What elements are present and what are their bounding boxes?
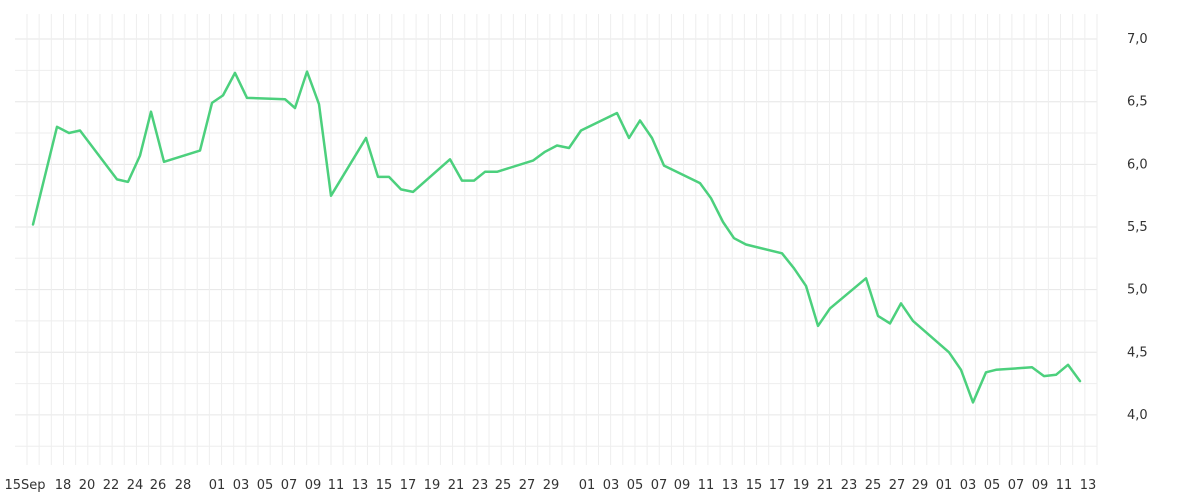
x-tick-label: 23 [472, 478, 489, 493]
x-tick-label: 24 [127, 478, 144, 493]
x-tick-label: 15Sep [4, 478, 45, 493]
x-tick-label: 17 [400, 478, 417, 493]
x-tick-label: 17 [769, 478, 786, 493]
x-tick-label: 29 [912, 478, 929, 493]
x-tick-label: 03 [960, 478, 977, 493]
x-tick-label: 23 [841, 478, 858, 493]
x-tick-label: 01 [936, 478, 953, 493]
x-axis-ticks: 15Sep 18 20 22 24 26 28 01 03 05 07 09 11 13 15 17 19 21 2… [4, 478, 1096, 493]
x-tick-label: 29 [543, 478, 560, 493]
x-tick-label: 27 [519, 478, 536, 493]
x-tick-label: 07 [1008, 478, 1025, 493]
x-tick-label: 09 [674, 478, 691, 493]
x-tick-label: 07 [651, 478, 668, 493]
x-tick-label: 11 [1056, 478, 1073, 493]
x-tick-label: 03 [233, 478, 250, 493]
y-axis-ticks: 7,0 6,5 6,0 5,5 5,0 4,5 4,0 [1127, 32, 1148, 423]
x-tick-label: 15 [376, 478, 393, 493]
series-line [31, 70, 1082, 404]
x-tick-label: 01 [209, 478, 226, 493]
x-tick-label: 13 [1080, 478, 1097, 493]
x-tick-label: 19 [424, 478, 441, 493]
x-tick-label: 07 [281, 478, 298, 493]
y-tick-label: 5,5 [1127, 220, 1148, 235]
y-tick-label: 6,0 [1127, 157, 1148, 172]
y-tick-label: 5,0 [1127, 283, 1148, 298]
series-layer [31, 70, 1082, 404]
x-tick-label: 25 [495, 478, 512, 493]
x-tick-label: 05 [257, 478, 274, 493]
x-tick-label: 18 [55, 478, 72, 493]
x-tick-label: 03 [603, 478, 620, 493]
x-tick-label: 05 [627, 478, 644, 493]
x-tick-label: 11 [698, 478, 715, 493]
x-tick-label: 26 [150, 478, 167, 493]
x-tick-label: 28 [175, 478, 192, 493]
x-tick-label: 20 [79, 478, 96, 493]
x-tick-label: 09 [305, 478, 322, 493]
y-tick-label: 4,0 [1127, 408, 1148, 423]
x-tick-label: 09 [1032, 478, 1049, 493]
x-tick-label: 15 [746, 478, 763, 493]
x-tick-label: 13 [352, 478, 369, 493]
x-tick-label: 27 [889, 478, 906, 493]
x-tick-label: 22 [103, 478, 120, 493]
x-tick-label: 21 [448, 478, 465, 493]
grid [15, 14, 1098, 465]
x-tick-label: 05 [984, 478, 1001, 493]
x-tick-label: 25 [865, 478, 882, 493]
y-tick-label: 4,5 [1127, 345, 1148, 360]
x-tick-label: 21 [817, 478, 834, 493]
y-tick-label: 7,0 [1127, 32, 1148, 47]
x-tick-label: 13 [722, 478, 739, 493]
x-tick-label: 01 [579, 478, 596, 493]
x-tick-label: 11 [328, 478, 345, 493]
x-tick-label: 19 [793, 478, 810, 493]
y-tick-label: 6,5 [1127, 95, 1148, 110]
